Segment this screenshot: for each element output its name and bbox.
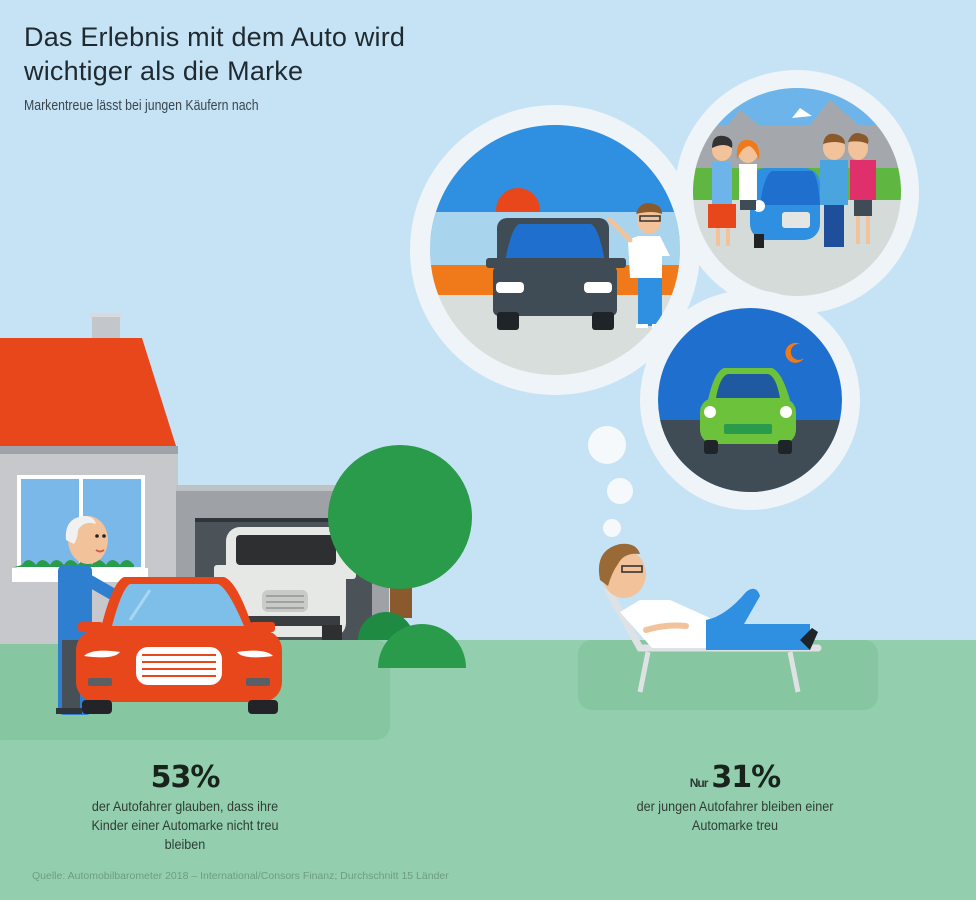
thought-bubble-friends [675, 70, 919, 314]
young-man-on-lounger-icon [598, 543, 822, 693]
red-car-icon [76, 577, 282, 714]
thought-dot-medium [607, 478, 633, 504]
thought-bubble-night [640, 290, 860, 510]
stat-value: 53% [150, 760, 221, 795]
source-note: Quelle: Automobilbarometer 2018 – Intern… [32, 870, 449, 882]
stat-31-percent: Nur 31% der jungen Autofahrer bleiben ein… [620, 760, 850, 835]
thought-dot-large [588, 426, 626, 464]
stat-53-percent: 53% der Autofahrer glauben, dass ihre Ki… [70, 760, 300, 854]
thought-bubble-beach [410, 105, 700, 395]
stat-value: 31% [711, 760, 781, 795]
page-title: Das Erlebnis mit dem Auto wird wichtiger… [24, 22, 406, 86]
tree-icon [328, 445, 472, 668]
thought-dot-small [603, 519, 621, 537]
stat-description: der Autofahrer glauben, dass ihre Kinder… [91, 798, 279, 852]
page-subtitle: Markentreue lässt bei jungen Käufern nac… [24, 97, 259, 114]
stat-description: der jungen Autofahrer bleiben einer Auto… [636, 798, 834, 833]
right-platform [578, 640, 878, 710]
white-car-icon [214, 527, 356, 640]
stat-prefix: Nur [689, 776, 709, 790]
